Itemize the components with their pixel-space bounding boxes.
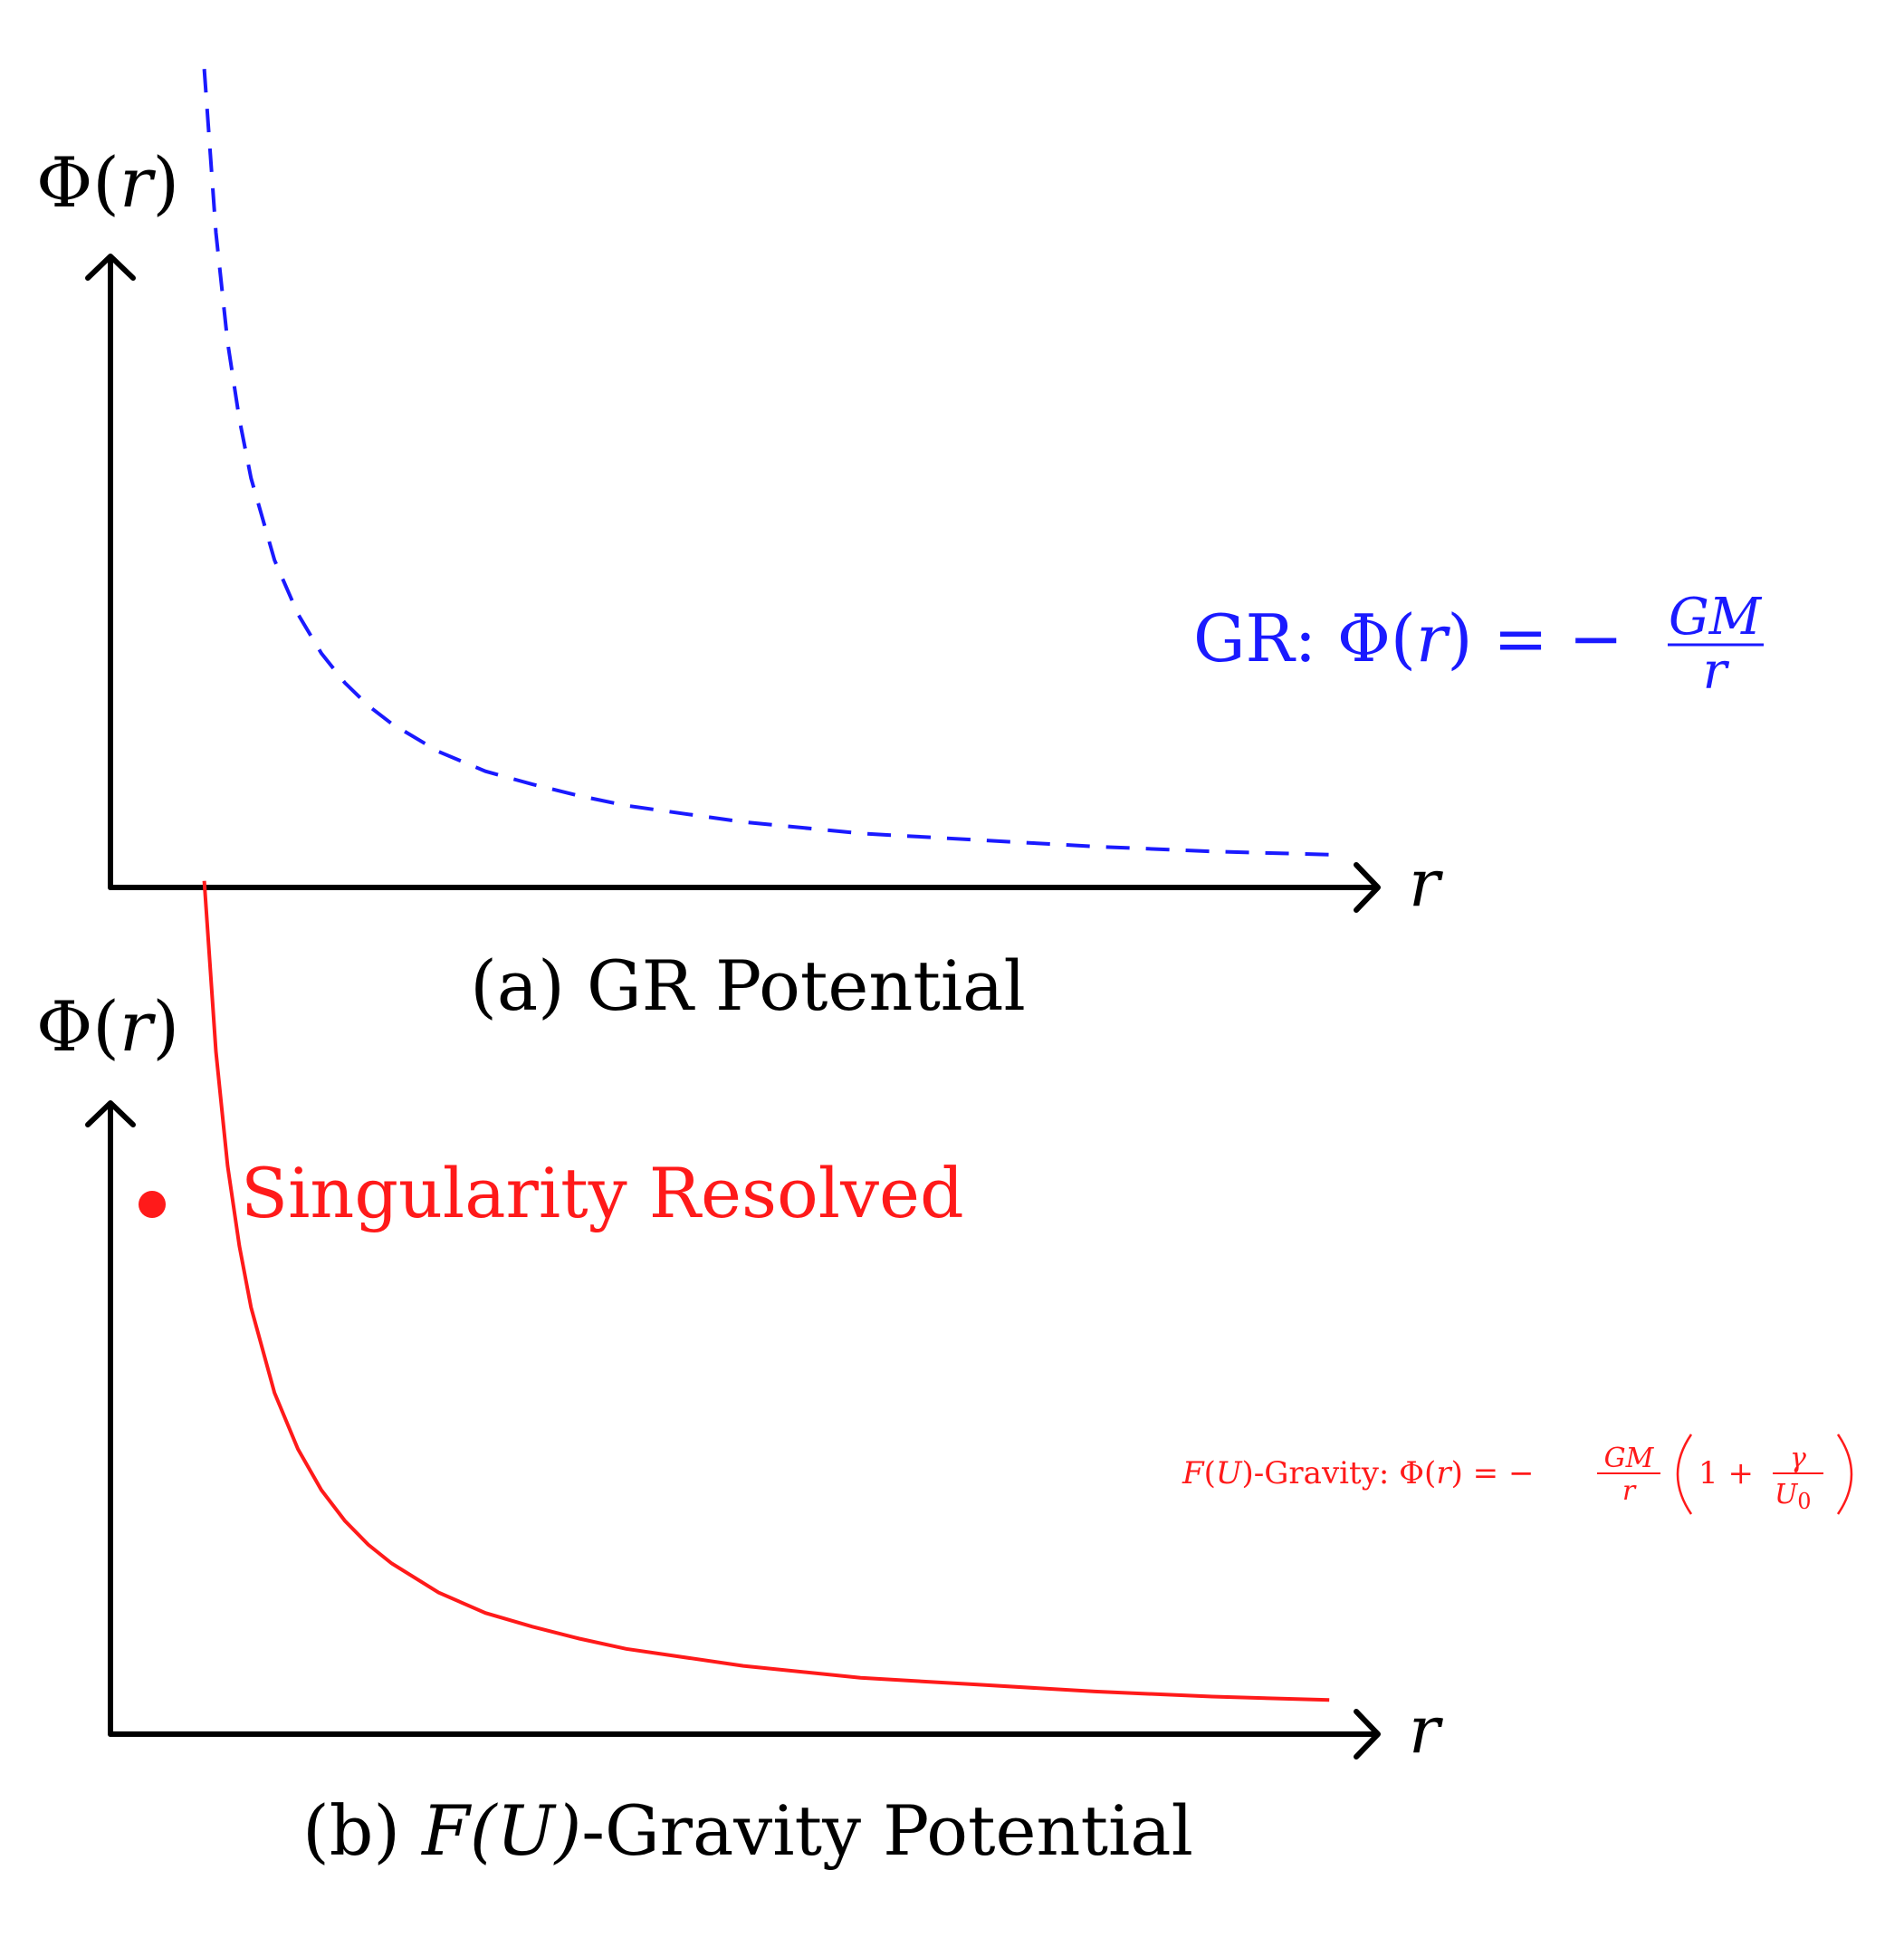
panel-b-xlabel: r bbox=[1409, 1692, 1443, 1768]
fu-legend-gamma: γ bbox=[1790, 1443, 1806, 1474]
panel-a-ylabel: Φ(r) bbox=[36, 142, 179, 223]
panel-b-x-arrowhead bbox=[1354, 1709, 1381, 1760]
gr-potential-curve bbox=[202, 69, 1330, 857]
fu-legend-left-paren bbox=[1676, 1434, 1693, 1515]
fu-legend-numerator: GM bbox=[1604, 1443, 1655, 1474]
singularity-marker bbox=[139, 1191, 166, 1218]
panel-a-caption: (a) GR Potential bbox=[470, 945, 1026, 1026]
gr-legend-label: GR: Φ(r) = − bbox=[1193, 600, 1623, 676]
panel-b-y-arrowhead bbox=[85, 1100, 136, 1127]
fu-legend-label: F(U)-Gravity: Φ(r) = − bbox=[1182, 1455, 1534, 1491]
singularity-annotation: Singularity Resolved bbox=[241, 1153, 964, 1233]
panel-a: Φ(r) r GR: Φ(r) = − GM r (a) GR Potentia… bbox=[36, 69, 1764, 1026]
fu-legend-one-plus: 1 + bbox=[1698, 1455, 1754, 1491]
fu-legend-right-paren bbox=[1836, 1434, 1853, 1515]
panel-b-ylabel: Φ(r) bbox=[36, 986, 179, 1067]
panel-b: Φ(r) r Singularity Resolved F(U)-Gravity… bbox=[36, 880, 1853, 1871]
gr-legend-denominator: r bbox=[1703, 642, 1730, 701]
panel-a-xlabel: r bbox=[1409, 845, 1443, 921]
gr-legend: GR: Φ(r) = − GM r bbox=[1193, 588, 1764, 701]
gr-legend-numerator: GM bbox=[1669, 588, 1763, 647]
fu-gravity-potential-curve bbox=[202, 880, 1330, 1702]
fu-legend-u0: U0 bbox=[1775, 1479, 1812, 1514]
panel-a-x-arrowhead bbox=[1354, 862, 1381, 913]
panel-b-caption: (b) F(U)-Gravity Potential bbox=[302, 1790, 1193, 1871]
panel-a-y-arrowhead bbox=[85, 254, 136, 281]
fu-legend-denominator: r bbox=[1622, 1475, 1637, 1507]
fu-legend: F(U)-Gravity: Φ(r) = − GM r 1 + γ U0 bbox=[1182, 1434, 1853, 1515]
